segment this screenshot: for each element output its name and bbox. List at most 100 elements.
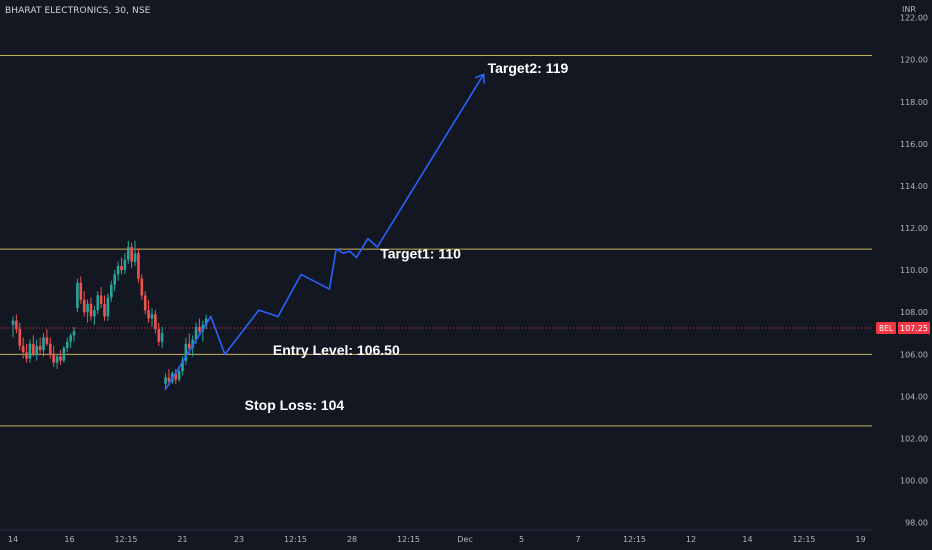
x-tick-label: 23: [234, 535, 244, 544]
x-tick-label: 12:15: [284, 535, 307, 544]
candle-body: [133, 253, 137, 262]
annotations-layer: Target2: 119 Target1: 110 Entry Level: 106…: [245, 60, 569, 413]
candle-body: [82, 299, 86, 313]
y-axis[interactable]: 122.00 120.00 118.00 116.00 114.00 112.00 110.…: [900, 14, 928, 528]
y-tick-label: 112.00: [900, 224, 928, 233]
candle-body: [150, 314, 154, 319]
y-tick-label: 110.00: [900, 266, 928, 275]
badge-price: 107.25: [900, 324, 928, 333]
candle-body: [15, 320, 18, 330]
candle-body: [25, 352, 28, 359]
y-tick-label: 108.00: [900, 308, 928, 317]
candle-body: [177, 371, 181, 380]
candle-body: [181, 360, 184, 372]
candle-body: [194, 326, 198, 340]
candle-body: [154, 314, 157, 330]
candle-body: [187, 343, 191, 349]
candle-body: [11, 320, 15, 325]
candle-body: [140, 278, 144, 296]
candle-body: [35, 345, 39, 355]
candle-body: [184, 343, 188, 361]
candle-body: [174, 373, 178, 380]
annotation-label: Target2: 119: [488, 60, 569, 76]
candle-body: [198, 326, 201, 332]
candle-body: [38, 345, 42, 351]
x-tick-label: 5: [519, 535, 524, 544]
y-tick-label: 106.00: [900, 350, 928, 359]
candle-body: [72, 331, 76, 336]
candle-body: [65, 341, 69, 349]
x-tick-label: 21: [177, 535, 187, 544]
candle-body: [28, 343, 32, 359]
candle-body: [160, 333, 164, 342]
candle-body: [120, 265, 123, 271]
candle-body: [167, 377, 171, 382]
x-tick-label: 7: [575, 535, 580, 544]
candle-body: [99, 295, 103, 304]
candle-body: [69, 335, 72, 342]
candle-body: [48, 343, 52, 355]
x-tick-label: 14: [742, 535, 752, 544]
candle-body: [76, 282, 79, 309]
candle-body: [204, 318, 208, 325]
candle-body: [89, 303, 93, 317]
candle-body: [96, 295, 100, 311]
x-tick-label: 14: [8, 535, 18, 544]
currency-label: INR: [902, 5, 916, 14]
candle-body: [116, 265, 120, 275]
candle-body: [126, 247, 130, 260]
candle-body: [59, 356, 62, 361]
x-tick-label: 12:15: [114, 535, 137, 544]
candle-body: [18, 329, 22, 346]
x-tick-label: 12: [686, 535, 696, 544]
y-tick-label: 114.00: [900, 182, 928, 191]
candle-body: [93, 310, 96, 317]
y-tick-label: 100.00: [900, 477, 928, 486]
projection-arrowhead: [475, 73, 486, 84]
levels-layer: [0, 55, 872, 427]
candle-body: [113, 274, 116, 285]
projection-line: [164, 73, 485, 391]
candle-body: [55, 356, 59, 363]
y-tick-label: 104.00: [900, 392, 928, 401]
candle-body: [21, 345, 25, 353]
candle-body: [45, 337, 49, 344]
y-tick-label: 98.00: [905, 519, 928, 528]
annotation-label: Entry Level: 106.50: [273, 342, 400, 358]
projection-layer: [164, 73, 486, 391]
x-tick-label: 12:15: [397, 535, 420, 544]
candle-body: [106, 297, 110, 317]
candles-layer: [11, 240, 208, 389]
annotation-label: Stop Loss: 104: [245, 397, 345, 413]
candle-body: [147, 310, 150, 319]
candle-body: [137, 253, 140, 279]
x-tick-label: 16: [64, 535, 74, 544]
candle-body: [42, 337, 45, 351]
candle-body: [32, 343, 35, 355]
y-tick-label: 102.00: [900, 435, 928, 444]
badge-ticker: BEL: [879, 324, 894, 333]
price-badge: BEL 107.25: [876, 322, 930, 335]
annotation-label: Target1: 110: [380, 245, 461, 261]
candle-body: [157, 329, 161, 342]
y-tick-label: 118.00: [900, 98, 928, 107]
candle-body: [103, 303, 106, 317]
x-tick-label: 12:15: [623, 535, 646, 544]
badge-ticker-box: [876, 322, 896, 335]
y-tick-label: 120.00: [900, 56, 928, 65]
x-axis[interactable]: 14 16 12:15 21 23 12:15 28 12:15 Dec 5 7 12:15 12 14 1…: [0, 529, 872, 544]
candle-body: [143, 295, 147, 311]
x-tick-label: Dec: [457, 535, 472, 544]
candle-body: [62, 348, 66, 361]
candle-body: [130, 247, 133, 262]
y-tick-label: 122.00: [900, 14, 928, 23]
badge-price-box: [898, 322, 930, 335]
candle-body: [191, 339, 194, 349]
candle-body: [110, 284, 113, 298]
candle-body: [123, 259, 127, 271]
x-tick-label: 19: [855, 535, 865, 544]
symbol-title: BHARAT ELECTRONICS, 30, NSE: [5, 6, 151, 16]
candle-body: [52, 354, 55, 363]
candle-body: [86, 303, 89, 313]
